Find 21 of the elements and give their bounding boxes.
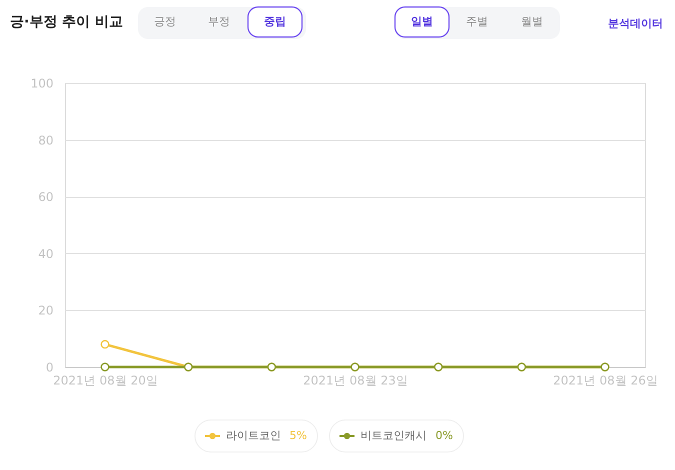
text: 분석데이터 (608, 17, 663, 30)
x-tick-label: 2021년 08월 23일 (303, 374, 408, 388)
text: 주별 (466, 15, 488, 28)
text: 일별 (411, 15, 433, 28)
y-tick-label: 0 (46, 360, 54, 374)
text: 5% (290, 429, 307, 442)
text: 중립 (264, 15, 286, 28)
y-tick-label: 80 (38, 133, 54, 148)
legend-label: 라이트코인 (226, 429, 281, 442)
y-tick-label: 100 (30, 76, 54, 90)
chart-title: 긍·부정 추이 비교 (10, 14, 124, 30)
text: 긍정 (154, 15, 176, 28)
text: 부정 (208, 15, 230, 28)
text: 월별 (521, 15, 543, 28)
y-tick-label: 60 (38, 190, 54, 204)
y-tick-label: 20 (38, 304, 54, 318)
x-tick-label: 2021년 08월 20일 (53, 374, 158, 388)
x-tick-label: 2021년 08월 26일 (553, 374, 658, 388)
y-tick-label: 40 (38, 246, 54, 261)
legend-label: 비트코인캐시 (360, 429, 426, 442)
text: 0% (436, 429, 453, 442)
